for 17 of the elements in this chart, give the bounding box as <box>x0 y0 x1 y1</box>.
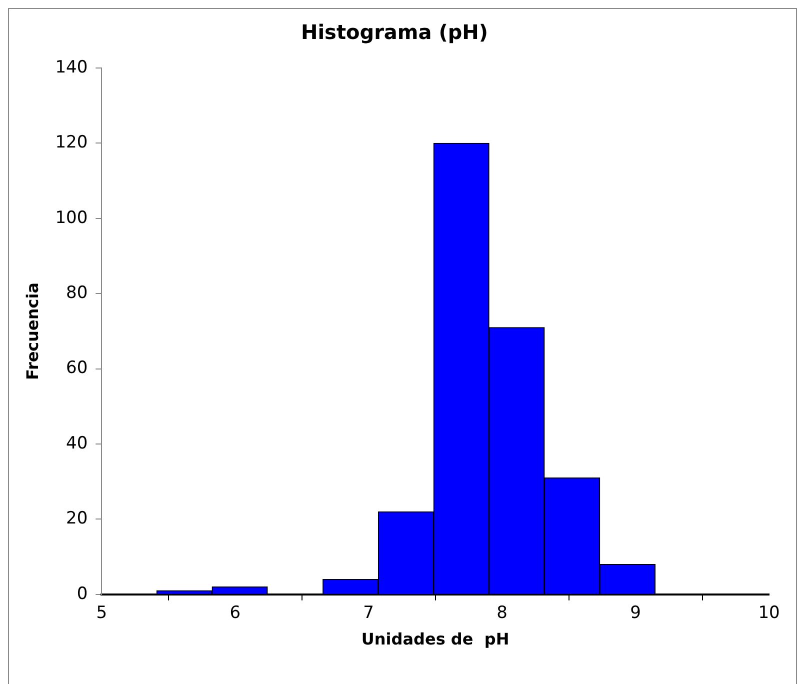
x-axis-title: Unidades de pH <box>361 630 510 649</box>
x-tick-label: 8 <box>496 603 508 624</box>
y-axis-title: Frecuencia <box>22 282 42 380</box>
y-tick-label: 100 <box>55 208 88 228</box>
x-tick-label: 10 <box>758 603 780 624</box>
x-tick-label: 6 <box>230 603 241 624</box>
y-tick-label: 0 <box>76 584 88 604</box>
x-tick-label: 9 <box>630 603 641 624</box>
chart-title: Histograma (pH) <box>300 20 488 44</box>
y-tick-label: 80 <box>66 283 88 304</box>
y-tick-label: 60 <box>66 358 88 378</box>
x-tick-label: 5 <box>96 603 108 624</box>
y-tick-label: 20 <box>66 508 88 529</box>
y-tick-label: 140 <box>55 57 88 78</box>
y-tick-label: 120 <box>55 132 88 153</box>
x-tick-label: 7 <box>363 603 374 624</box>
y-tick-label: 40 <box>66 433 88 454</box>
